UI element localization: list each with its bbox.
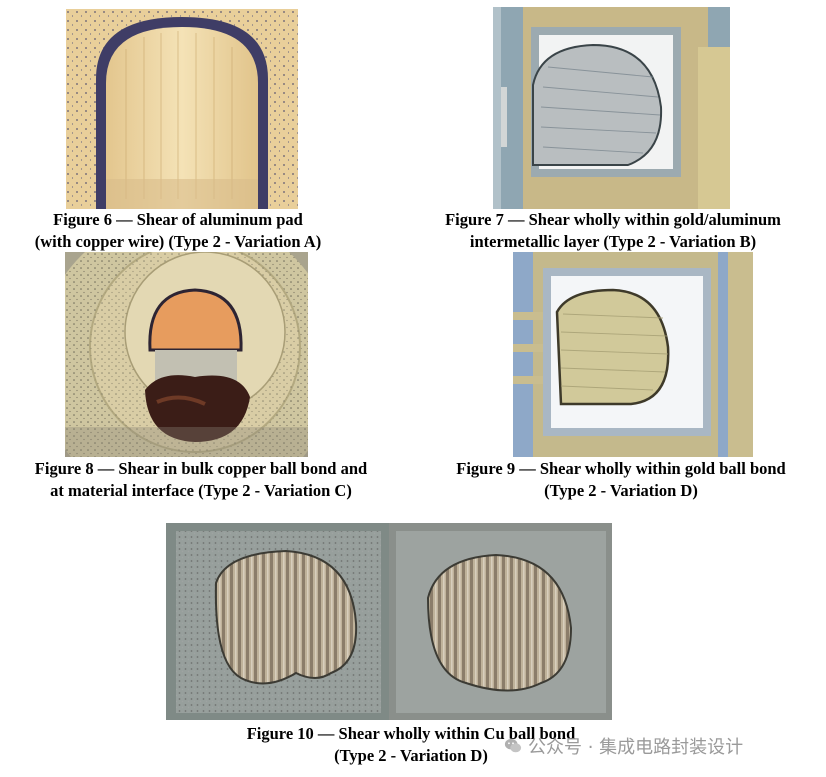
figure-7-image [493, 7, 730, 209]
figure-9-image [513, 252, 753, 457]
figure-8-image [65, 252, 308, 457]
wechat-icon [504, 738, 522, 753]
figure-6-image [66, 9, 298, 209]
figure-10-image [166, 523, 612, 720]
watermark: 公众号 · 集成电路封装设计 [504, 732, 743, 760]
figure-9-caption: Figure 9 — Shear wholly within gold ball… [456, 459, 786, 500]
watermark-text: 公众号 · 集成电路封装设计 [528, 737, 744, 758]
figure-8-caption: Figure 8 — Shear in bulk copper ball bon… [34, 459, 368, 500]
figure-6-caption: Figure 6 — Shear of aluminum pad (with c… [34, 210, 322, 251]
figure-10-caption: Figure 10 — Shear wholly within Cu ball … [246, 724, 576, 765]
figure-7-caption: Figure 7 — Shear wholly within gold/alum… [445, 210, 781, 251]
